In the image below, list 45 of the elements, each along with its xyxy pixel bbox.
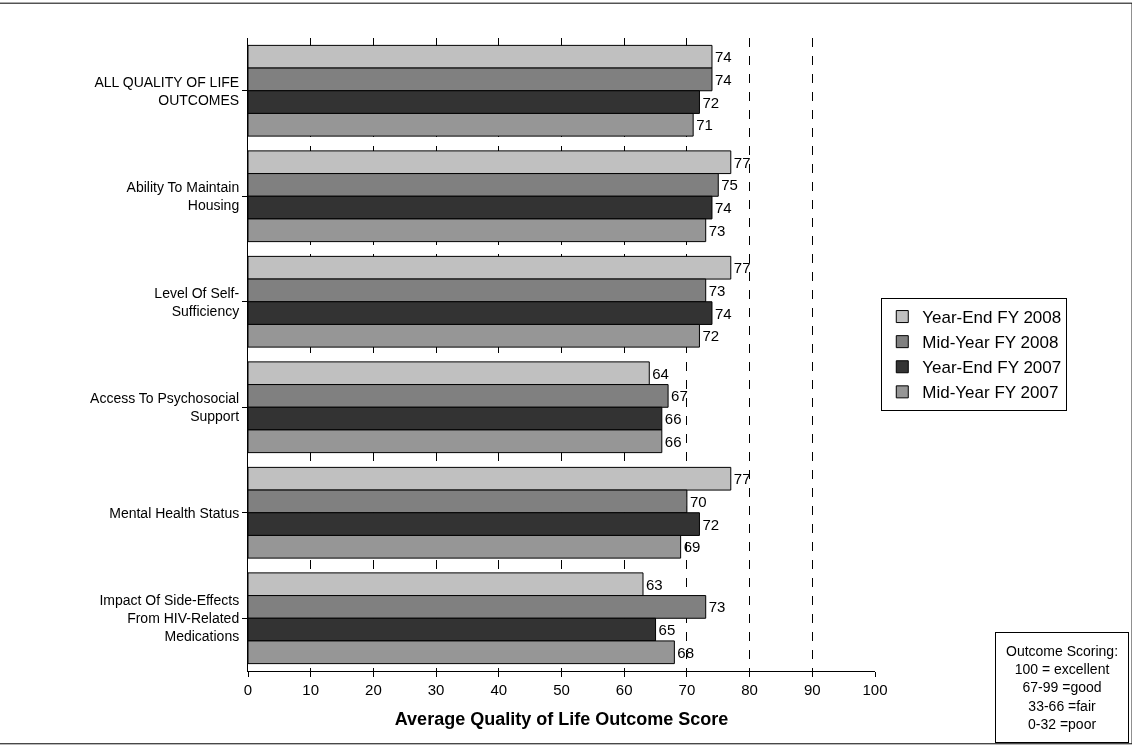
x-tick-label: 0: [243, 681, 253, 698]
data-label: 66: [664, 432, 682, 450]
legend-label: Year-End FY 2007: [922, 358, 1062, 378]
data-label: 74: [714, 199, 732, 217]
x-axis-title: Average Quality of Life Outcome Score: [394, 709, 729, 730]
data-label: 68: [677, 643, 695, 661]
data-label: 70: [689, 492, 707, 510]
data-label: 72: [702, 93, 720, 111]
y-tick-label: Impact Of Side-Effects From HIV-Related Medications: [99, 591, 240, 645]
y-tick-label: Level Of Self-Sufficiency: [154, 284, 240, 319]
data-label: 73: [708, 598, 726, 616]
x-tick-label: 20: [365, 681, 382, 698]
text: Outcome Scoring: 100 = excellent 67-99 =good 33-66 =fair 0-32 =poor: [1006, 643, 1119, 732]
data-label: 71: [696, 116, 713, 134]
x-tick-label: 90: [803, 681, 821, 698]
data-label: 65: [658, 621, 676, 639]
legend-label: Year-End FY 2008: [922, 308, 1062, 328]
data-label: 74: [714, 70, 732, 88]
data-label: 77: [733, 259, 751, 277]
y-tick-label: ALL QUALITY OF LIFE OUTCOMES: [94, 73, 240, 108]
x-tick-label: 40: [490, 681, 508, 698]
data-label: 63: [646, 575, 663, 593]
data-label: 74: [714, 304, 732, 322]
data-label: 77: [733, 153, 751, 171]
y-tick-label: Access To Psychosocial Support: [90, 390, 240, 425]
data-label: 66: [664, 410, 682, 428]
data-label: 73: [708, 221, 726, 239]
legend-label: Mid-Year FY 2007: [922, 383, 1059, 403]
y-tick-label: Ability To Maintain Housing: [126, 179, 240, 214]
data-label: 64: [652, 364, 669, 382]
x-tick-label: 50: [553, 681, 570, 698]
data-label: 67: [671, 387, 688, 405]
x-tick-label: 30: [427, 681, 445, 698]
data-label: 74: [714, 48, 732, 66]
data-label: 72: [702, 327, 720, 345]
data-label: 73: [708, 281, 726, 299]
x-tick-label: 60: [615, 681, 633, 698]
y-tick-label: Mental Health Status: [109, 504, 240, 521]
data-label: 72: [702, 515, 720, 533]
x-tick-label: 10: [302, 681, 320, 698]
x-tick-label: 80: [741, 681, 758, 698]
x-tick-label: 100: [862, 681, 888, 698]
data-label: 75: [721, 176, 738, 194]
legend-label: Mid-Year FY 2008: [922, 333, 1059, 353]
x-tick-label: 70: [678, 681, 696, 698]
